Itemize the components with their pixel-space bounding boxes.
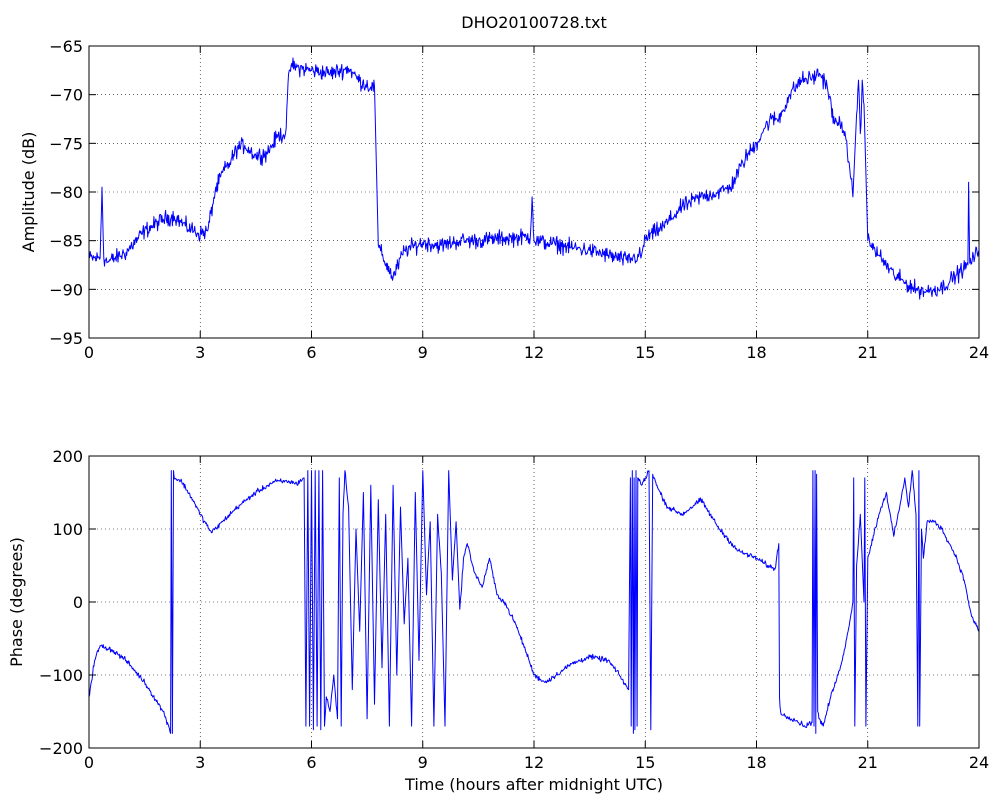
phase-xtick-label: 6 [306, 753, 316, 772]
amplitude-xtick-label: 24 [969, 343, 989, 362]
amplitude-ytick-label: −95 [49, 329, 83, 348]
amplitude-xtick-label: 18 [746, 343, 766, 362]
phase-xtick-label: 12 [524, 753, 544, 772]
phase-ytick-label: 0 [73, 593, 83, 612]
amplitude-ytick-label: −90 [49, 280, 83, 299]
amplitude-xtick-label: 15 [635, 343, 655, 362]
phase-ytick-label: 100 [52, 520, 83, 539]
amplitude-xtick-label: 3 [195, 343, 205, 362]
phase-series-line [89, 470, 979, 734]
phase-xtick-label: 15 [635, 753, 655, 772]
chart-title: DHO20100728.txt [461, 13, 606, 32]
amplitude-xtick-label: 21 [858, 343, 878, 362]
amplitude-xtick-label: 6 [306, 343, 316, 362]
phase-axes: 0 3 6 9 12 15 18 21 24 −200 −100 0 100 200 Time (hours… [7, 447, 989, 794]
phase-xtick-label: 3 [195, 753, 205, 772]
phase-xtick-label: 24 [969, 753, 989, 772]
amplitude-series-line [89, 57, 979, 300]
phase-xtick-label: 21 [858, 753, 878, 772]
amplitude-ytick-label: −75 [49, 134, 83, 153]
phase-ytick-label: 200 [52, 447, 83, 466]
phase-xtick-label: 18 [746, 753, 766, 772]
amplitude-ytick-label: −80 [49, 183, 83, 202]
phase-xtick-label: 0 [84, 753, 94, 772]
amplitude-ytick-label: −85 [49, 232, 83, 251]
phase-xlabel: Time (hours after midnight UTC) [404, 775, 663, 794]
phase-xtick-label: 9 [418, 753, 428, 772]
amplitude-xtick-label: 12 [524, 343, 544, 362]
phase-ytick-label: −200 [39, 739, 83, 758]
amplitude-axes: 0 3 6 9 12 15 18 21 24 −95 −90 −85 −80 −75 −70 −65 DHO20… [19, 13, 989, 362]
amplitude-xtick-label: 0 [84, 343, 94, 362]
phase-ytick-label: −100 [39, 666, 83, 685]
phase-ylabel: Phase (degrees) [7, 537, 26, 667]
amplitude-ytick-label: −65 [49, 37, 83, 56]
amplitude-ytick-label: −70 [49, 86, 83, 105]
amplitude-xtick-label: 9 [418, 343, 428, 362]
amplitude-ylabel: Amplitude (dB) [19, 132, 38, 253]
